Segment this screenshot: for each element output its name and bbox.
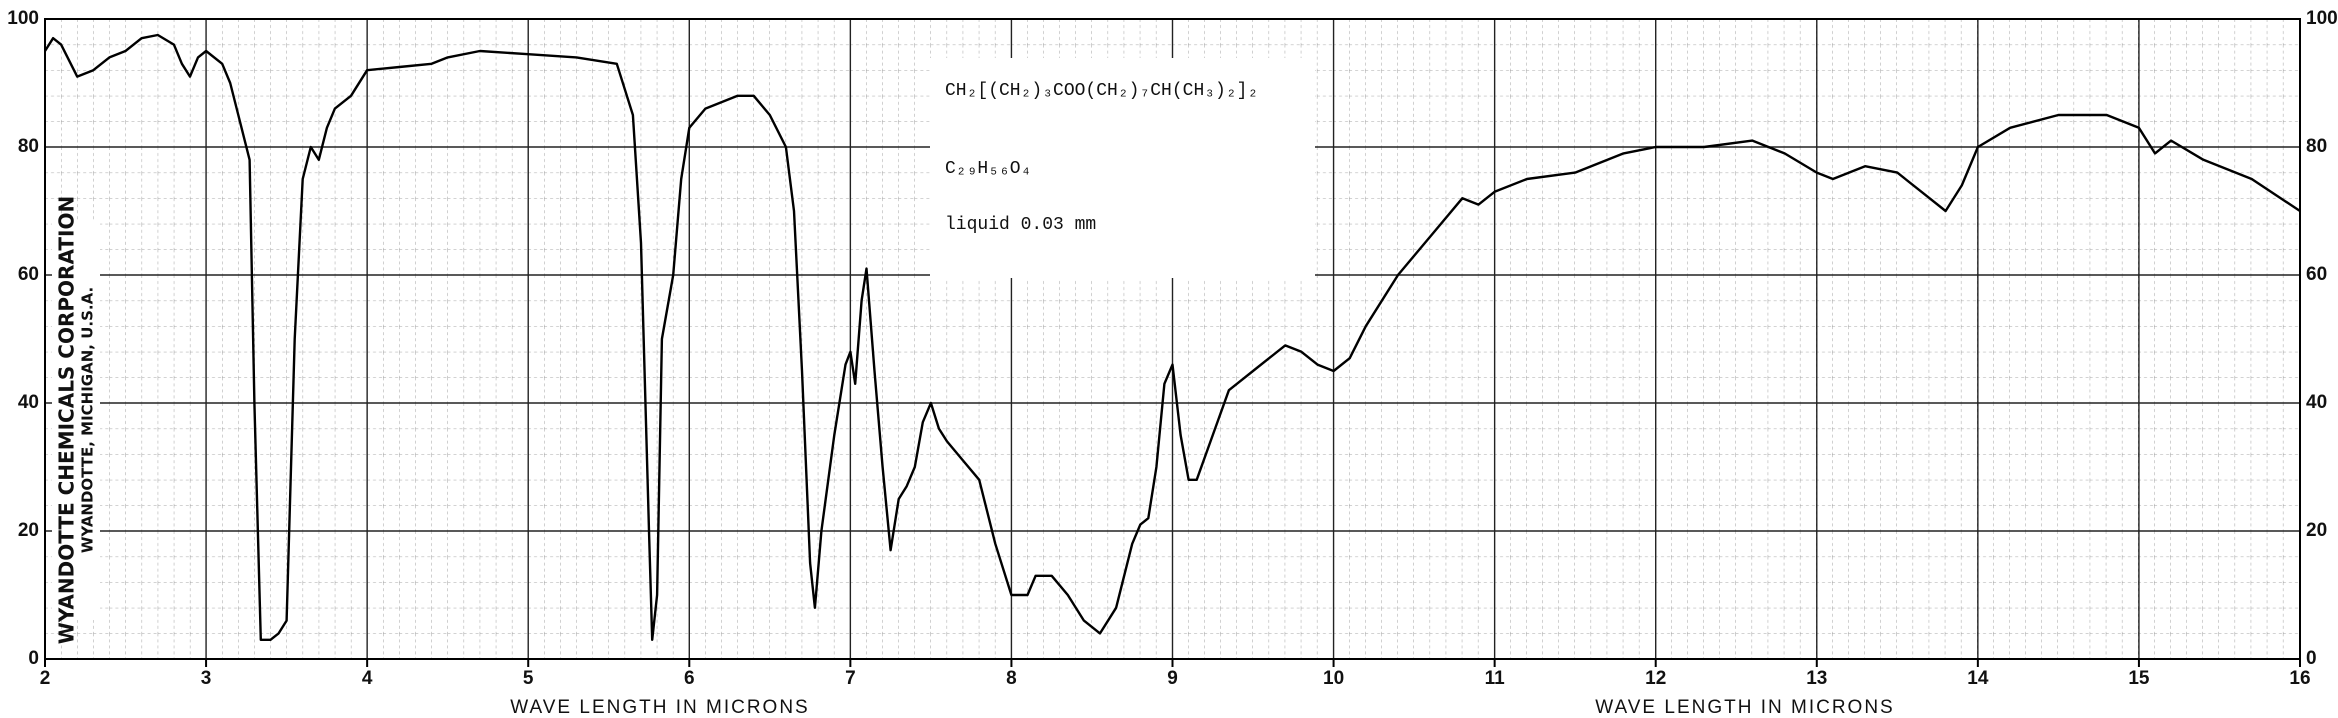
corp-box: [52, 220, 100, 620]
x-tick-label: 14: [1967, 668, 1989, 689]
x-tick-label: 10: [1323, 668, 1344, 689]
x-axis-label: WAVE LENGTH IN MICRONS: [1595, 697, 1894, 718]
corp-place: WYANDOTTE, MICHIGAN, U.S.A.: [79, 287, 97, 553]
spectrum-line: [43, 33, 2301, 641]
sample-note: liquid 0.03 mm: [945, 215, 1096, 235]
grid: [44, 18, 2301, 660]
x-tick-label: 11: [1485, 668, 1506, 689]
y-tick-label-right: 80: [2306, 136, 2327, 157]
x-axis-label: WAVE LENGTH IN MICRONS: [510, 697, 809, 718]
y-tick-label-right: 0: [2306, 648, 2317, 669]
plot-frame: [44, 18, 2301, 660]
x-tick-label: 5: [523, 668, 534, 689]
y-tick-label: 0: [28, 648, 39, 669]
x-tick-label: 16: [2289, 668, 2310, 689]
y-tick-label: 60: [18, 264, 39, 285]
x-tick-label: 8: [1006, 668, 1017, 689]
x-tick-label: 2: [40, 668, 51, 689]
x-tick-label: 4: [362, 668, 373, 689]
x-tick-label: 15: [2128, 668, 2150, 689]
y-tick-label: 20: [18, 520, 39, 541]
annotation-box: [930, 58, 1315, 278]
x-tick-label: 12: [1645, 668, 1666, 689]
formula: CH₂[(CH₂)₃COO(CH₂)₇CH(CH₃)₂]₂: [945, 81, 1258, 101]
y-tick-label-right: 60: [2306, 264, 2327, 285]
corp-name: WYANDOTTE CHEMICALS CORPORATION: [55, 196, 79, 644]
x-tick-label: 13: [1806, 668, 1827, 689]
y-tick-label: 40: [18, 392, 39, 413]
y-tick-label-right: 20: [2306, 520, 2327, 541]
y-tick-label: 80: [18, 136, 39, 157]
y-tick-label: 100: [7, 8, 39, 29]
x-tick-label: 9: [1167, 668, 1178, 689]
y-tick-label-right: 100: [2306, 8, 2338, 29]
y-tick-label-right: 40: [2306, 392, 2327, 413]
molecular-formula: C₂₉H₅₆O₄: [945, 159, 1031, 179]
x-tick-label: 3: [201, 668, 212, 689]
x-tick-label: 6: [684, 668, 695, 689]
x-tick-label: 7: [845, 668, 856, 689]
